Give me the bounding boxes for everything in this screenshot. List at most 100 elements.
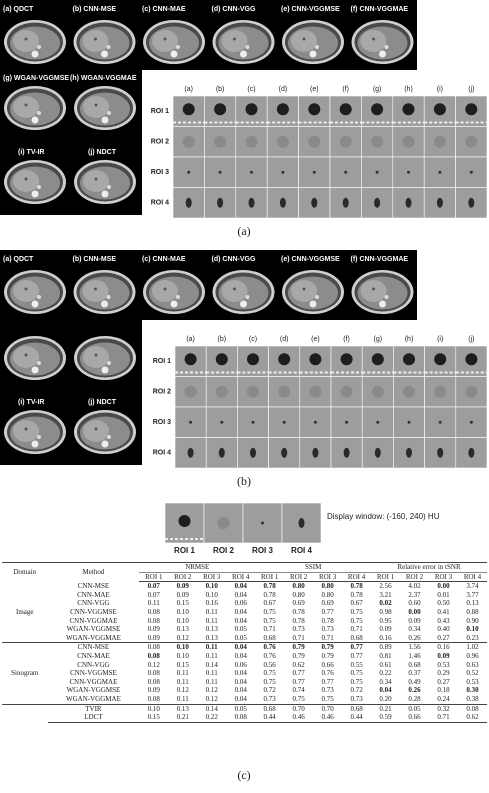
- data-row: CNN-MAE 0.08 0.10 0.11 0.04 0.76 0.79 0.79 0.77 0…: [2, 652, 487, 661]
- roi-feature: [215, 353, 228, 366]
- value-cell: 0.79: [292, 651, 305, 660]
- vessel: [37, 185, 41, 189]
- value-cell: 0.10: [176, 651, 189, 660]
- value-cell: 0.75: [292, 694, 305, 703]
- subheader-cell: ROI 3: [429, 572, 458, 583]
- roi-feature: [438, 170, 442, 174]
- spine: [31, 190, 39, 198]
- roi-feature: [402, 103, 415, 116]
- spine: [309, 300, 317, 308]
- roi-feature: [433, 135, 446, 148]
- value-cell: 0.09: [147, 633, 160, 642]
- value-cell: 0.62: [292, 660, 305, 669]
- ct-slice: [74, 86, 136, 130]
- value-cell: 0.80: [321, 590, 334, 599]
- value-cell: 0.10: [168, 642, 198, 652]
- roi-feature: [187, 170, 191, 174]
- vessel: [107, 435, 111, 439]
- method-cell: TVIR: [47, 703, 140, 714]
- label: (i) TV-IR: [18, 149, 44, 156]
- liver: [83, 420, 109, 442]
- vessel: [37, 111, 41, 115]
- lesion: [24, 427, 28, 431]
- ct-slice: [73, 270, 136, 314]
- value-cell: 0.78: [350, 590, 363, 599]
- column-header: (h): [404, 86, 413, 93]
- value-cell: 0.11: [176, 677, 189, 686]
- vessel: [107, 111, 111, 115]
- column-header: (d): [279, 86, 288, 93]
- liver: [82, 30, 109, 52]
- value-cell: 0.04: [234, 651, 247, 660]
- data-row: WGAN-VGGMSE 0.09 0.13 0.13 0.05 0.71 0.73 0.73 0…: [2, 625, 487, 634]
- value-cell: 0.30: [466, 686, 479, 695]
- value-cell: 0.90: [466, 616, 479, 625]
- value-cell: 0.98: [379, 607, 392, 616]
- spine: [101, 190, 109, 198]
- value-cell: 0.79: [321, 651, 334, 660]
- ct-slice: [4, 160, 66, 204]
- method-cell: CNN-MSE: [47, 642, 140, 652]
- ct-slice: [351, 270, 414, 314]
- label: (e) CNN-VGGMSE: [281, 6, 340, 13]
- value-cell: 0.04: [234, 590, 247, 599]
- value-cell: 0.75: [350, 616, 363, 625]
- ct-slice: [74, 336, 136, 380]
- value-cell: 0.01: [437, 590, 450, 599]
- roi-label: ROI 4: [291, 546, 312, 555]
- roi-feature: [438, 420, 442, 424]
- value-cell: 0.16: [379, 633, 392, 642]
- row-header: ROI 3: [151, 169, 169, 176]
- value-cell: 0.20: [379, 694, 392, 703]
- roi-feature: [276, 103, 289, 116]
- liver: [221, 280, 248, 302]
- lesion: [94, 37, 97, 41]
- value-cell: 3.77: [466, 590, 479, 599]
- roi-feature: [187, 447, 194, 458]
- liver: [360, 280, 387, 302]
- liver: [83, 96, 109, 118]
- value-cell: 0.46: [284, 713, 314, 723]
- roi-feature: [434, 385, 447, 398]
- column-header: (b): [218, 336, 227, 343]
- subheader-cell: ROI 3: [197, 572, 227, 583]
- domain-cell: [2, 703, 48, 723]
- roi-feature: [340, 385, 353, 398]
- vessel: [106, 45, 111, 49]
- column-header: (b): [216, 86, 225, 93]
- value-cell: 0.80: [321, 582, 334, 591]
- value-cell: 0.08: [147, 694, 160, 703]
- value-cell: 0.62: [457, 713, 487, 723]
- results-table: Domain Method NRMSE SSIM Relative error in t…: [2, 561, 487, 723]
- roi-feature: [339, 135, 352, 148]
- value-cell: 0.09: [408, 616, 421, 625]
- roi-feature: [339, 103, 352, 116]
- value-cell: 0.71: [263, 625, 276, 634]
- roi-feature: [184, 353, 197, 366]
- value-cell: 0.22: [379, 669, 392, 678]
- ct-slice: [143, 20, 205, 64]
- caption: (a): [237, 224, 250, 238]
- data-row: Image CNN-MSE 0.07 0.09 0.10 0.04 0.78 0.80 0.80…: [2, 582, 487, 616]
- vessel: [245, 45, 250, 49]
- value-cell: 2.37: [408, 590, 421, 599]
- value-cell: 0.77: [350, 651, 363, 660]
- method-cell: CNN-VGG: [77, 660, 110, 669]
- label: (f) CNN-VGGMAE: [351, 6, 409, 13]
- value-cell: 0.08: [147, 677, 160, 686]
- value-cell: 1.02: [457, 642, 487, 652]
- roi-feature: [371, 353, 384, 366]
- subheader-cell: ROI 4: [342, 572, 372, 583]
- ct-slice: [74, 160, 136, 204]
- value-cell: 0.75: [350, 669, 363, 678]
- value-cell: 0.04: [379, 686, 392, 695]
- value-cell: 0.61: [379, 660, 392, 669]
- value-cell: 0.44: [342, 713, 372, 723]
- value-cell: 0.46: [313, 713, 343, 723]
- metric-header: NRMSE: [139, 562, 256, 573]
- value-cell: 0.13: [176, 625, 189, 634]
- metric-header: SSIM: [255, 562, 372, 573]
- value-cell: 0.80: [292, 590, 305, 599]
- spine: [240, 50, 247, 58]
- spine: [379, 300, 386, 308]
